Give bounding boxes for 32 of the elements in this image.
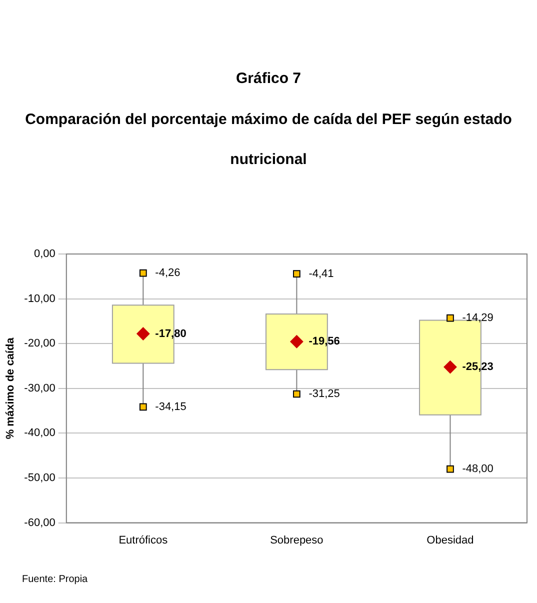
- point: [446, 314, 454, 322]
- y-tick-label: 0,00: [34, 248, 56, 260]
- y-tick-label: -20,00: [24, 338, 56, 350]
- y-tick-label: -30,00: [24, 382, 56, 394]
- y-axis-title: % máximo de caída: [4, 336, 17, 440]
- point: [293, 270, 300, 278]
- data-label: -31,25: [308, 388, 340, 400]
- y-tick-label: -60,00: [24, 516, 56, 529]
- y-tick-label: -50,00: [24, 472, 56, 484]
- data-label: -25,23: [462, 361, 494, 374]
- point: [444, 360, 457, 374]
- point: [446, 465, 454, 473]
- x-tick-label: Eutróficos: [118, 534, 168, 546]
- point: [290, 335, 304, 348]
- y-tick-label: -10,00: [24, 292, 56, 305]
- data-label: -14,29: [462, 312, 494, 324]
- data-label: -48,00: [462, 463, 494, 476]
- text: Comparación del porcentaje máximo de caída del PEF según estado nutricional: [25, 111, 512, 168]
- x-tick-label: Sobrepeso: [270, 534, 324, 546]
- source-note: Fuente: Propia: [22, 574, 88, 585]
- point: [136, 327, 150, 340]
- data-label: -4,26: [155, 267, 180, 280]
- chart-title: Gráfico 7: [234, 70, 302, 87]
- point: [293, 390, 300, 398]
- y-tick-label: -40,00: [24, 427, 56, 440]
- point: [139, 403, 147, 411]
- data-label: -17,80: [155, 328, 186, 340]
- point: [139, 269, 147, 277]
- data-label: -4,41: [308, 268, 334, 280]
- data-label: -19,56: [308, 336, 340, 348]
- x-tick-label: Obesidad: [426, 534, 474, 546]
- data-label: -34,15: [155, 401, 186, 414]
